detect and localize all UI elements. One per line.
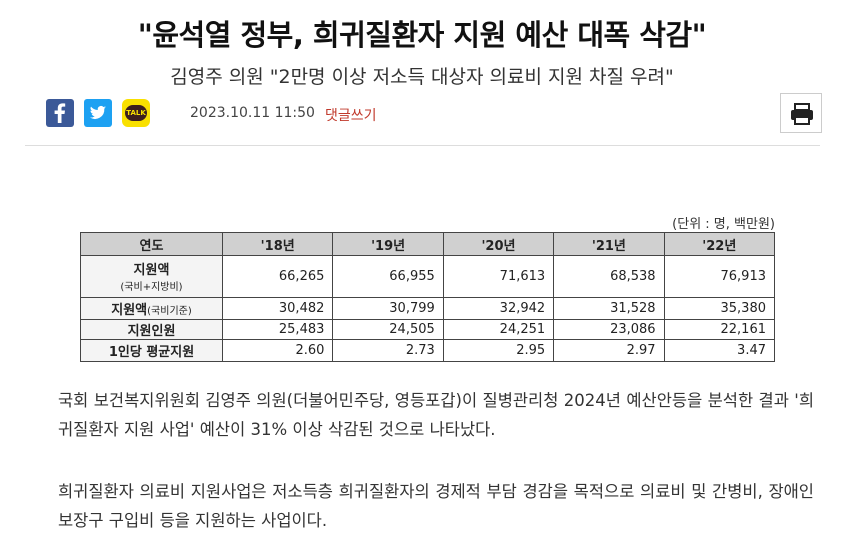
facebook-share[interactable] [46,99,74,127]
table-cell: 3.47 [663,339,776,362]
table-row: 지원액(국비기준) 30,482 30,799 32,942 31,528 35,380 [80,297,776,320]
table-cell: 2.60 [221,339,334,362]
table-cell: 2.97 [553,339,665,362]
header-cell: '22년 [663,232,776,256]
row-sublabel: (국비+지방비) [120,282,183,293]
comment-link[interactable]: 댓글쓰기 [325,108,377,124]
headline: "윤석열 정부, 희귀질환자 지원 예산 대폭 삭감" [137,18,707,52]
table-cell: 30,799 [332,297,444,320]
table-cell: 30,482 [221,297,334,320]
row-label-text: 1인당 평균지원 [108,345,195,360]
header-cell: '18년 [221,232,334,256]
header-row: 연도 '18년 '19년 '20년 '21년 '22년 [80,232,776,256]
table-cell: 31,528 [553,297,665,320]
row-label-text: 지원인원 [127,324,176,339]
kakao-label: TALK [125,105,147,121]
table-cell: 32,942 [442,297,555,320]
table-cell: 35,380 [663,297,776,320]
table-row: 지원인원 25,483 24,505 24,251 23,086 22,161 [80,319,776,340]
table-cell: 76,913 [663,255,776,298]
row-label: 1인당 평균지원 [80,339,223,362]
data-table: 연도 '18년 '19년 '20년 '21년 '22년 지원액 (국비+지방비) 66,265 6… [80,232,776,362]
paragraph: 희귀질환자 의료비 지원사업은 저소득층 희귀질환자의 경제적 부담 경감을 목… [58,482,814,530]
table-cell: 66,265 [221,255,334,298]
row-label-text: 지원액 [111,303,148,318]
row-label-text: 지원액 [133,263,170,278]
table-unit: (단위 : 명, 백만원) [672,217,775,232]
row-label: 지원인원 [80,319,223,340]
header-cell: '21년 [553,232,665,256]
kakao-share[interactable]: TALK [122,99,150,127]
subtitle: 김영주 의원 "2만명 이상 저소득 대상자 의료비 지원 차질 우려" [170,66,674,88]
table-cell: 25,483 [221,319,334,340]
paragraph: 국회 보건복지위원회 김영주 의원(더불어민주당, 영등포갑)이 질병관리청 2… [58,391,814,439]
header-cell: '19년 [332,232,444,256]
table-cell: 68,538 [553,255,665,298]
table-cell: 23,086 [553,319,665,340]
divider [25,145,820,146]
table-row: 지원액 (국비+지방비) 66,265 66,955 71,613 68,538 76,91… [80,255,776,298]
table-cell: 71,613 [442,255,555,298]
twitter-share[interactable] [84,99,112,127]
header-cell: 연도 [80,232,223,256]
datetime: 2023.10.11 11:50 [190,105,315,121]
table-cell: 22,161 [663,319,776,340]
header-cell: '20년 [442,232,555,256]
row-label: 지원액 (국비+지방비) [80,255,223,298]
table-row: 1인당 평균지원 2.60 2.73 2.95 2.97 3.47 [80,339,776,362]
table-cell: 66,955 [332,255,444,298]
row-sublabel: (국비기준) [147,306,192,317]
table-cell: 2.73 [332,339,444,362]
table-cell: 24,505 [332,319,444,340]
table-cell: 2.95 [442,339,555,362]
print-button[interactable] [780,93,822,133]
table-cell: 24,251 [442,319,555,340]
row-label: 지원액(국비기준) [80,297,223,320]
